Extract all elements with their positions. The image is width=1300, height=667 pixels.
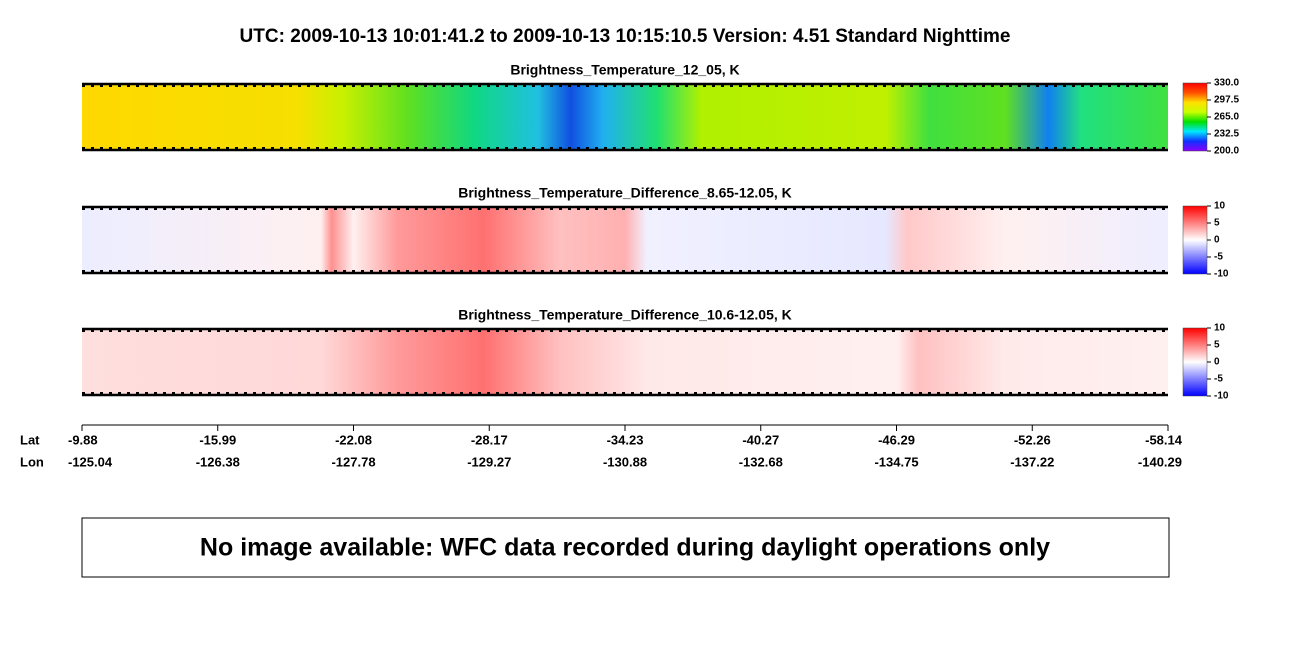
colorbar-tick-label: 10 bbox=[1214, 201, 1226, 212]
x-tick-lon: -137.22 bbox=[1010, 454, 1054, 469]
colorbar-tick-label: 232.5 bbox=[1214, 129, 1239, 140]
x-tick-lon: -132.68 bbox=[739, 454, 783, 469]
notice-box bbox=[81, 517, 1170, 578]
colorbar-tick-label: 0 bbox=[1214, 235, 1220, 246]
x-tick-lat: -15.99 bbox=[199, 432, 236, 447]
panel-title: Brightness_Temperature_Difference_10.6-1… bbox=[458, 307, 792, 323]
colorbar-tick-label: 200.0 bbox=[1214, 146, 1239, 157]
x-tick-lat: -28.17 bbox=[471, 432, 508, 447]
x-tick-lon: -127.78 bbox=[331, 454, 375, 469]
colorbar-tick-label: 10 bbox=[1214, 323, 1226, 334]
colorbar-tick-label: 330.0 bbox=[1214, 78, 1239, 89]
x-tick-lon: -130.88 bbox=[603, 454, 647, 469]
colorbar-tick-label: -5 bbox=[1214, 252, 1223, 263]
image-strip bbox=[82, 207, 1168, 273]
x-tick-lon: -134.75 bbox=[874, 454, 918, 469]
colorbar-tick-label: -10 bbox=[1214, 391, 1229, 402]
lat-label: Lat bbox=[20, 432, 40, 447]
x-tick-lat: -52.26 bbox=[1014, 432, 1051, 447]
colorbar-tick-label: 297.5 bbox=[1214, 95, 1239, 106]
notice-text: No image available: WFC data recorded du… bbox=[200, 534, 1050, 562]
x-tick-lon: -125.04 bbox=[68, 454, 113, 469]
lon-label: Lon bbox=[20, 454, 44, 469]
x-tick-lat: -34.23 bbox=[607, 432, 644, 447]
panel-title: Brightness_Temperature_12_05, K bbox=[510, 62, 739, 78]
image-strip bbox=[82, 329, 1168, 395]
panel-title: Brightness_Temperature_Difference_8.65-1… bbox=[458, 185, 792, 201]
x-tick-lon: -126.38 bbox=[196, 454, 240, 469]
x-tick-lon: -129.27 bbox=[467, 454, 511, 469]
x-tick-lon: -140.29 bbox=[1138, 454, 1182, 469]
colorbar-tick-label: 265.0 bbox=[1214, 112, 1239, 123]
colorbar bbox=[1182, 327, 1208, 397]
x-tick-lat: -22.08 bbox=[335, 432, 372, 447]
x-tick-lat: -58.14 bbox=[1145, 432, 1183, 447]
colorbar-tick-label: -10 bbox=[1214, 269, 1229, 280]
colorbar-tick-label: -5 bbox=[1214, 374, 1223, 385]
image-strip bbox=[82, 84, 1168, 150]
colorbar-tick-label: 0 bbox=[1214, 357, 1220, 368]
x-tick-lat: -40.27 bbox=[742, 432, 779, 447]
colorbar-tick-label: 5 bbox=[1214, 218, 1220, 229]
x-tick-lat: -9.88 bbox=[68, 432, 98, 447]
x-tick-lat: -46.29 bbox=[878, 432, 915, 447]
colorbar bbox=[1182, 82, 1208, 152]
colorbar bbox=[1182, 205, 1208, 275]
page-title: UTC: 2009-10-13 10:01:41.2 to 2009-10-13… bbox=[240, 26, 1011, 47]
colorbar-tick-label: 5 bbox=[1214, 340, 1220, 351]
